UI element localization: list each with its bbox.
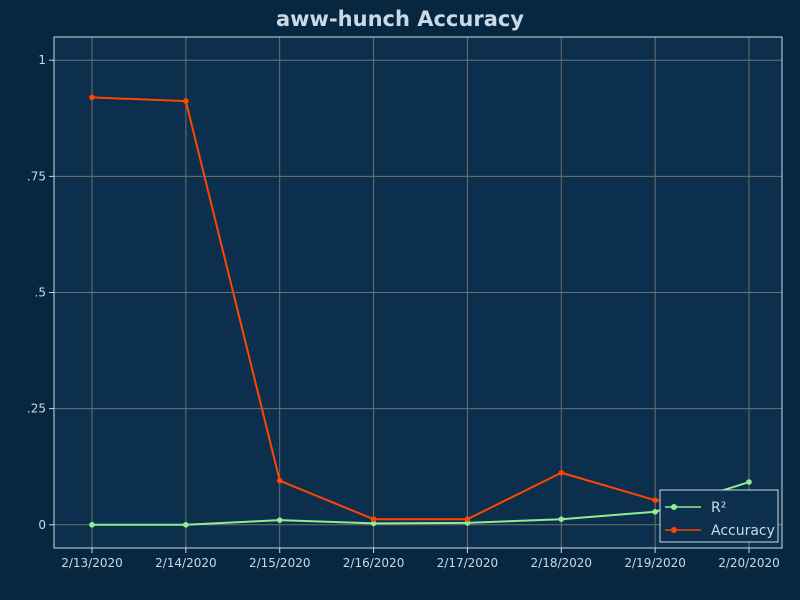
y-axis-ticks: 0 .25 .5 .75 1: [27, 53, 54, 532]
x-tick-label: 2/16/2020: [343, 556, 405, 570]
series-layer: [89, 94, 752, 528]
chart-title: aww-hunch Accuracy: [276, 7, 524, 31]
data-point: [558, 469, 565, 476]
x-tick-label: 2/19/2020: [624, 556, 686, 570]
data-point: [183, 98, 189, 104]
data-point: [652, 497, 658, 503]
data-point: [89, 94, 95, 101]
data-point: [558, 516, 565, 522]
data-point: [746, 479, 752, 485]
data-point: [276, 517, 283, 523]
series-group: [89, 479, 752, 528]
legend-item: R²: [665, 500, 726, 516]
x-tick-label: 2/18/2020: [531, 556, 593, 570]
series-line: [92, 481, 750, 526]
legend-item: Accuracy: [665, 523, 775, 539]
data-point: [370, 520, 377, 527]
plot-frame: [53, 36, 783, 549]
data-point: [464, 516, 471, 522]
data-point: [652, 508, 658, 515]
legend-label: R²: [711, 500, 726, 516]
legend-label: Accuracy: [711, 523, 775, 539]
data-point: [89, 521, 95, 528]
legend-marker: [671, 527, 677, 533]
legend-items: R² Accuracy: [665, 500, 775, 539]
data-point: [276, 477, 283, 484]
x-tick-label: 2/14/2020: [155, 556, 217, 570]
x-tick-label: 2/17/2020: [437, 556, 499, 570]
data-point: [183, 521, 189, 528]
y-tick-label: 0: [38, 518, 46, 532]
y-tick-label: .75: [27, 169, 46, 183]
y-tick-label: .25: [27, 402, 46, 416]
series-line: [91, 96, 750, 521]
x-tick-label: 2/13/2020: [61, 556, 123, 570]
legend-marker: [671, 504, 677, 510]
x-tick-label: 2/15/2020: [249, 556, 311, 570]
x-tick-label: 2/20/2020: [718, 556, 780, 570]
legend-box: [659, 489, 779, 543]
legend: R² Accuracy: [659, 489, 779, 543]
data-point: [370, 516, 377, 522]
x-axis-ticks: 2/13/2020 2/14/2020 2/15/2020 2/16/2020 2/17…: [61, 548, 780, 570]
y-tick-label: .5: [35, 286, 46, 300]
y-tick-label: 1: [38, 53, 46, 67]
